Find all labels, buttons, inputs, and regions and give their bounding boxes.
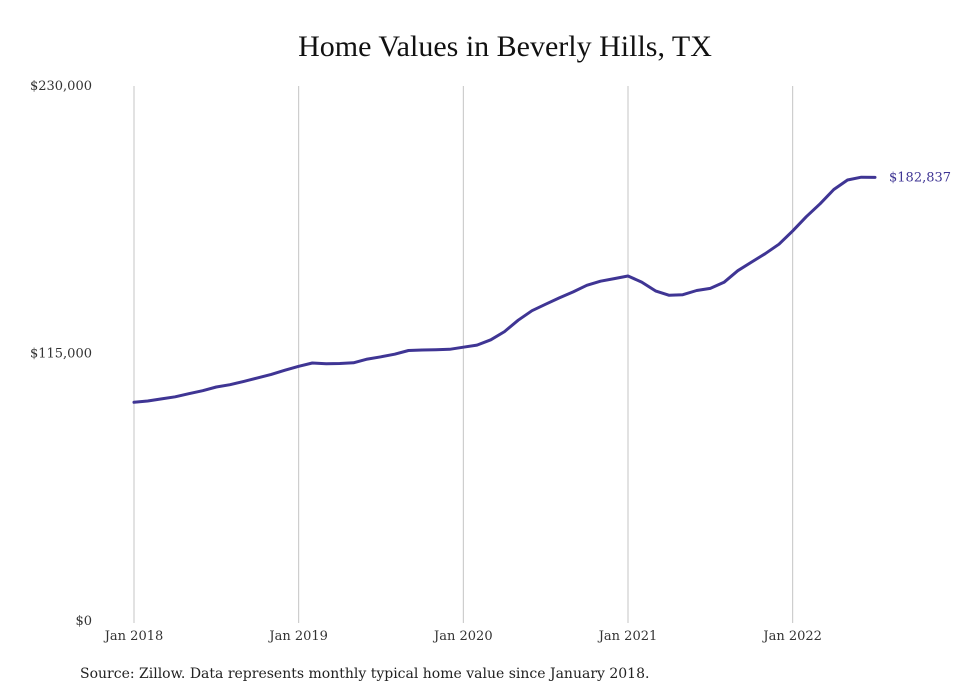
grid-lines: [133, 86, 794, 623]
y-tick-label: $0: [75, 614, 92, 629]
y-axis-ticks: $0 $115,000 $230,000: [30, 79, 92, 629]
x-axis-ticks: Jan 2018 Jan 2019 Jan 2020 Jan 2021 Jan 2022: [103, 629, 822, 644]
series-layer: [132, 175, 877, 404]
x-tick-label: Jan 2019: [267, 629, 328, 644]
y-tick-label: $115,000: [30, 347, 92, 362]
x-tick-label: Jan 2021: [597, 629, 658, 644]
x-tick-label: Jan 2022: [761, 629, 822, 644]
annotation-layer: $182,837: [889, 170, 951, 185]
x-tick-label: Jan 2018: [103, 629, 164, 644]
y-tick-label: $230,000: [30, 79, 92, 94]
series-line-0: [132, 175, 877, 404]
x-tick-label: Jan 2020: [432, 629, 493, 644]
chart-title: Home Values in Beverly Hills, TX: [298, 30, 712, 63]
end-value-label: $182,837: [889, 170, 951, 185]
source-note: Source: Zillow. Data represents monthly …: [80, 666, 650, 682]
